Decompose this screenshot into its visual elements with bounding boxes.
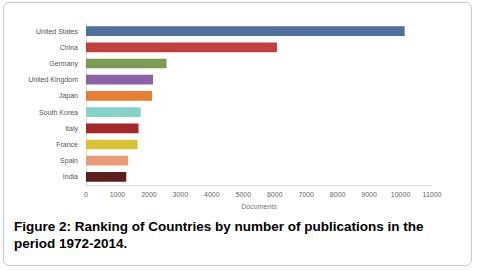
- html-text:Figure 2: Ranking of Countries: Figure 2: Ranking of Countries by number…: [14, 219, 424, 251]
- svg-text:United States: United States: [36, 28, 79, 35]
- svg-text:8000: 8000: [330, 191, 346, 198]
- svg-text:United Kingdom: United Kingdom: [28, 76, 78, 84]
- svg-text:10000: 10000: [391, 191, 411, 198]
- svg-text:6000: 6000: [267, 191, 283, 198]
- svg-text:Italy: Italy: [65, 125, 78, 133]
- svg-text:France: France: [56, 141, 78, 148]
- svg-text:1000: 1000: [110, 191, 126, 198]
- svg-text:Spain: Spain: [60, 157, 78, 165]
- svg-text:2000: 2000: [141, 191, 157, 198]
- svg-text:7000: 7000: [298, 191, 314, 198]
- svg-text:India: India: [63, 173, 78, 180]
- svg-text:11000: 11000: [423, 191, 442, 198]
- svg-text:5000: 5000: [235, 191, 251, 198]
- svg-text:0: 0: [84, 191, 88, 198]
- svg-text:3000: 3000: [173, 191, 189, 198]
- svg-text:Documents: Documents: [241, 203, 277, 210]
- svg-text:4000: 4000: [204, 191, 220, 198]
- svg-text:South Korea: South Korea: [39, 109, 78, 116]
- svg-text:9000: 9000: [361, 191, 377, 198]
- svg-text:Germany: Germany: [49, 60, 78, 68]
- svg-text:Japan: Japan: [59, 92, 78, 100]
- svg-text:China: China: [60, 44, 78, 51]
